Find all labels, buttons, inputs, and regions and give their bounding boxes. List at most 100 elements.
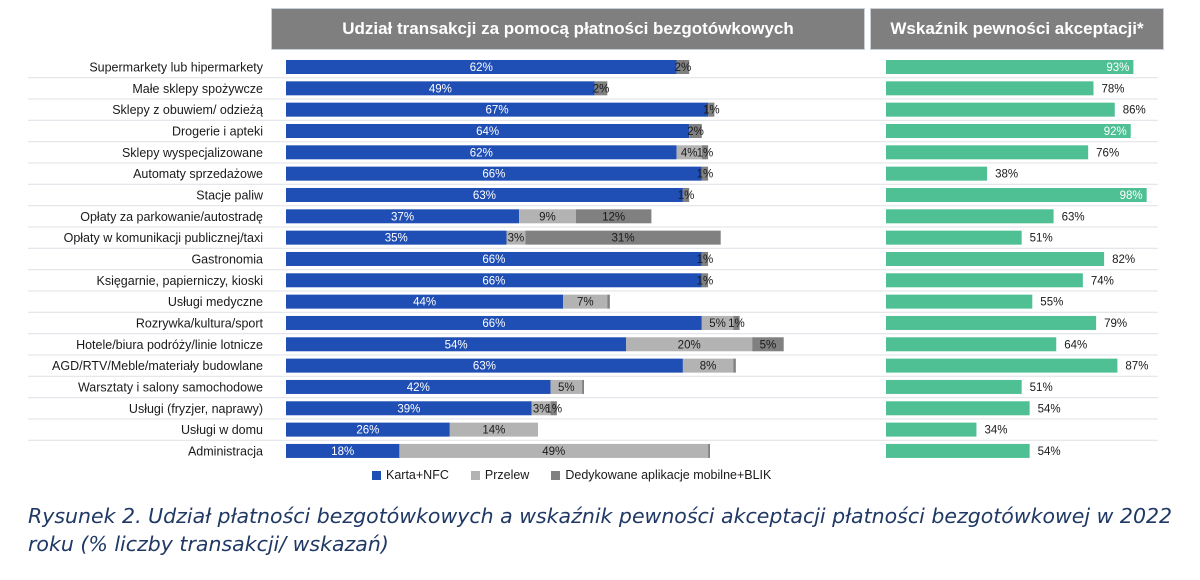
data-label: 62% — [470, 147, 493, 159]
bar-segment-przelew — [682, 358, 734, 373]
acceptance-bar — [886, 81, 1094, 96]
bar-segment-przelew — [550, 379, 583, 394]
bar-segment-aplikacje-blik — [607, 294, 610, 309]
data-label: 26% — [356, 425, 379, 437]
legend-label-aplikacje-blik: Dedykowane aplikacje mobilne+BLIK — [565, 468, 772, 482]
acceptance-bar — [886, 358, 1118, 373]
acceptance-label: 38% — [995, 169, 1018, 181]
bar-segment-przelew — [626, 337, 753, 352]
acceptance-label: 64% — [1064, 339, 1087, 351]
bar-segment-karta-nfc — [286, 102, 709, 117]
bar-segment-aplikacje-blik — [701, 166, 709, 181]
acceptance-bar — [886, 60, 1134, 74]
data-label: 2% — [687, 126, 704, 138]
acceptance-bar — [886, 401, 1030, 416]
acceptance-label: 74% — [1091, 275, 1114, 287]
data-label: 1% — [697, 169, 714, 181]
acceptance-bar — [886, 443, 1030, 458]
data-label: 4% — [681, 147, 698, 159]
acceptance-label: 51% — [1030, 233, 1053, 245]
data-label: 7% — [577, 297, 594, 309]
data-label: 5% — [709, 318, 726, 330]
category-label: Księgarnie, papierniczy, kioski — [96, 274, 263, 288]
bar-segment-przelew — [449, 422, 538, 437]
data-label: 3% — [533, 403, 550, 415]
bar-segment-aplikacje-blik — [676, 60, 690, 74]
acceptance-bar — [886, 230, 1022, 245]
category-label: Opłaty w komunikacji publicznej/taxi — [64, 231, 263, 245]
bar-segment-aplikacje-blik — [733, 315, 740, 330]
bar-segment-karta-nfc — [286, 145, 677, 160]
bar-segment-karta-nfc — [286, 209, 520, 224]
acceptance-label: 86% — [1123, 105, 1146, 117]
legend-item-aplikacje-blik: Dedykowane aplikacje mobilne+BLIK — [551, 468, 771, 482]
acceptance-bar — [886, 422, 977, 437]
acceptance-label: 78% — [1101, 83, 1124, 95]
bar-segment-aplikacje-blik — [701, 273, 709, 288]
bar-segment-karta-nfc — [286, 315, 702, 330]
acceptance-bar — [886, 379, 1022, 394]
category-label: Hotele/biura podróży/linie lotnicze — [76, 338, 263, 352]
acceptance-label: 92% — [1104, 126, 1127, 138]
data-label: 3% — [508, 233, 525, 245]
data-label: 39% — [397, 403, 420, 415]
data-label: 1% — [728, 318, 745, 330]
bar-segment-aplikacje-blik — [594, 81, 608, 96]
data-label: 9% — [539, 211, 556, 223]
data-label: 14% — [482, 425, 505, 437]
data-label: 1% — [697, 275, 714, 287]
bar-segment-karta-nfc — [286, 123, 690, 138]
data-label: 54% — [445, 339, 468, 351]
legend-swatch-karta-nfc — [372, 470, 381, 480]
data-label: 20% — [678, 339, 701, 351]
data-label: 2% — [593, 83, 610, 95]
category-label: Gastronomia — [191, 252, 263, 266]
chart-area: Supermarkety lub hipermarkety 62% 2% 93% Mał… — [28, 60, 1158, 458]
data-label: 35% — [385, 233, 408, 245]
bar-segment-karta-nfc — [286, 166, 702, 181]
acceptance-bar — [886, 166, 988, 181]
right-panel-header: Wskaźnik pewności akceptacji* — [871, 9, 1163, 49]
data-label: 66% — [482, 318, 505, 330]
data-label: 42% — [407, 382, 430, 394]
bar-segment-aplikacje-blik — [701, 145, 709, 160]
category-label: Usługi medyczne — [168, 295, 263, 309]
figure-caption: Rysunek 2. Udział płatności bezgotówkowy… — [28, 504, 1173, 556]
data-label: 49% — [542, 446, 565, 458]
bar-segment-karta-nfc — [286, 379, 551, 394]
data-label: 8% — [700, 361, 717, 373]
data-label: 66% — [482, 275, 505, 287]
bar-segment-aplikacje-blik — [550, 401, 557, 416]
category-label: Stacje paliw — [196, 188, 264, 202]
acceptance-label: 34% — [984, 425, 1007, 437]
left-panel-header: Udział transakcji za pomocą płatności be… — [272, 9, 864, 49]
bar-segment-przelew — [563, 294, 608, 309]
bar-segment-karta-nfc — [286, 81, 595, 96]
acceptance-label: 79% — [1104, 318, 1127, 330]
category-label: Automaty sprzedażowe — [133, 167, 263, 181]
bar-segment-karta-nfc — [286, 251, 702, 266]
bar-segment-karta-nfc — [286, 358, 683, 373]
bar-segment-aplikacje-blik — [689, 123, 702, 138]
legend-label-przelew: Przelew — [484, 468, 530, 482]
category-label: AGD/RTV/Meble/materiały budowlane — [52, 359, 263, 373]
bar-segment-karta-nfc — [286, 187, 683, 202]
category-label: Opłaty za parkowanie/autostradę — [80, 210, 263, 224]
acceptance-bar — [886, 187, 1147, 202]
data-label: 64% — [476, 126, 499, 138]
acceptance-label: 54% — [1038, 403, 1061, 415]
category-label: Rozrywka/kultura/sport — [136, 316, 264, 330]
acceptance-bar — [886, 145, 1089, 160]
acceptance-bar — [886, 102, 1115, 117]
data-label: 1% — [703, 105, 720, 117]
data-label: 1% — [697, 147, 714, 159]
bar-segment-aplikacje-blik — [582, 379, 584, 394]
acceptance-label: 93% — [1106, 62, 1129, 74]
acceptance-bar — [886, 123, 1131, 138]
data-label: 44% — [413, 297, 436, 309]
category-label: Usługi (fryzjer, naprawy) — [129, 402, 263, 416]
bar-segment-przelew — [399, 443, 709, 458]
data-label: 1% — [678, 190, 695, 202]
acceptance-bar — [886, 337, 1057, 352]
category-label: Małe sklepy spożywcze — [132, 82, 263, 96]
